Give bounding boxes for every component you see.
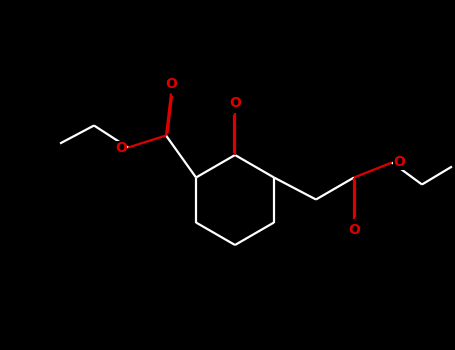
- Text: O: O: [115, 140, 127, 154]
- Text: O: O: [348, 223, 360, 237]
- Text: O: O: [165, 77, 177, 91]
- Text: O: O: [229, 96, 241, 110]
- Text: O: O: [393, 155, 405, 169]
